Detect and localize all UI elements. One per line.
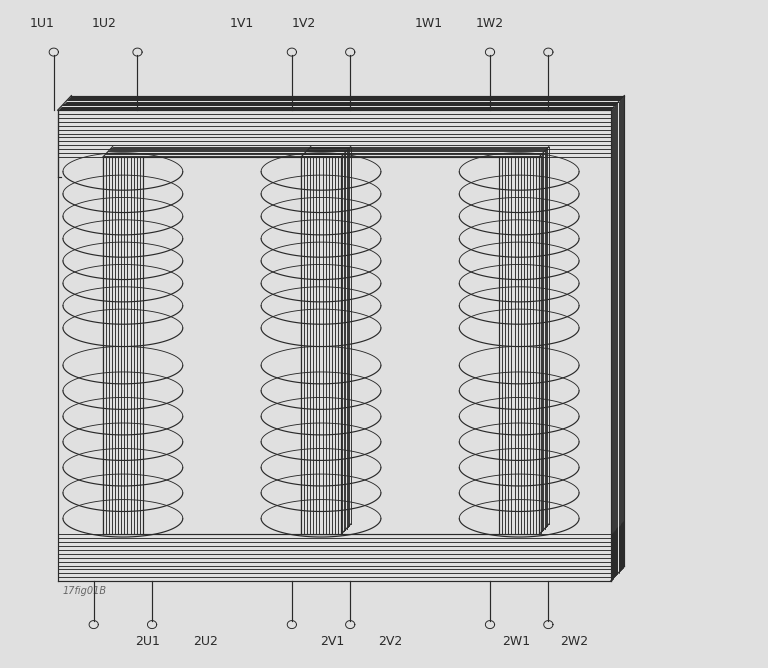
Text: 2U2: 2U2 <box>194 635 218 648</box>
Text: 2V2: 2V2 <box>378 635 402 648</box>
Bar <box>103 157 341 534</box>
Text: 1U2: 1U2 <box>91 17 116 30</box>
Bar <box>499 157 539 534</box>
Text: 2W2: 2W2 <box>561 635 588 648</box>
Bar <box>103 157 143 534</box>
Bar <box>301 157 341 534</box>
Text: 1W2: 1W2 <box>476 17 504 30</box>
Text: 2V1: 2V1 <box>319 635 344 648</box>
Text: 1W1: 1W1 <box>415 17 442 30</box>
Bar <box>301 157 539 534</box>
Text: 2W1: 2W1 <box>502 635 530 648</box>
Text: 1V1: 1V1 <box>230 17 254 30</box>
Text: 1U1: 1U1 <box>30 17 55 30</box>
Text: 17fig01B: 17fig01B <box>63 587 107 596</box>
Text: 1V2: 1V2 <box>291 17 316 30</box>
Text: 2U1: 2U1 <box>135 635 160 648</box>
